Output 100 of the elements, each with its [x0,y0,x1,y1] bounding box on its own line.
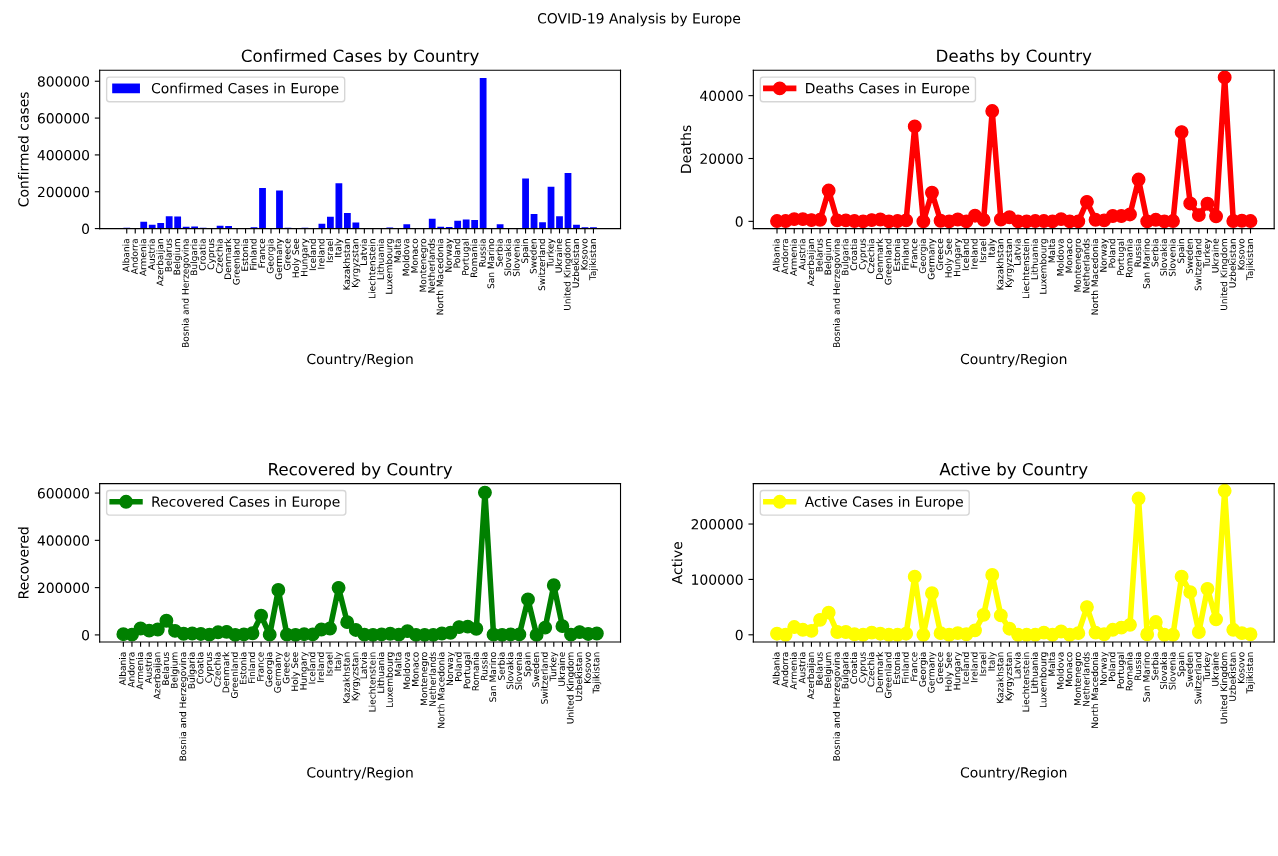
x-tick-label: Sweden [1185,239,1193,274]
x-tick-label: Estonia [241,239,249,271]
x-tick-label: Monaco [411,238,418,273]
x-tick-label: Israel [325,652,333,676]
x-tick-label: Monaco [411,652,419,686]
x-tick-label: Latvia [359,239,367,265]
x-tick-label: Ireland [970,652,978,683]
x-tick-label: North Macedonia [1091,652,1099,728]
x-tick-label: Ukraine [1211,238,1219,273]
x-tick-label: Belarus [815,238,823,272]
x-tick-label: Tajikistan [1246,652,1255,694]
x-tick-label: Romania [1125,239,1133,277]
x-tick-label: Ireland [317,239,325,269]
x-tick-label: Azerbaijan [156,239,166,286]
x-tick-label: Spain [1177,652,1186,677]
x-tick-label: North Macedonia [436,239,444,315]
x-tick-label: Kyrgyzstan [351,239,361,287]
x-tick-label: Kosovo [1237,238,1245,270]
y-tick-label: 0 [82,223,90,235]
x-tick-label: Italy [334,651,343,671]
x-tick-label: Finland [901,239,909,270]
y-axis-title: Recovered [17,527,29,599]
x-tick-label: North Macedonia [437,652,445,728]
x-tick-label: Bosnia and Herzegovina [832,239,842,348]
x-tick-label: Portugal [1116,239,1126,275]
x-tick-label: Moldova [403,652,411,689]
x-tick-label: Slovakia [506,652,514,690]
x-tick-label: Israel [979,652,987,676]
x-tick-label: Sweden [532,652,540,687]
x-tick-label: Spain [1177,239,1186,263]
x-tick-label: Iceland [962,652,970,684]
x-tick-label: Norway [446,651,455,686]
x-tick-label: France [910,238,918,268]
x-tick-label: Luxembourg [1039,652,1049,708]
x-tick-label: Uzbekistan [1228,239,1236,288]
x-tick-label: Romania [471,652,479,691]
x-tick-label: Belgium [173,239,183,275]
x-tick-label: Lithuania [1030,652,1038,693]
x-tick-label: Kyrgyzstan [1005,652,1014,701]
x-tick-label: Portugal [1116,652,1126,689]
x-tick-label: Kosovo [1237,652,1245,683]
x-tick-label: Croatia [196,652,204,684]
y-axis-title: Active [671,542,683,585]
x-tick-label: Georgia [265,652,275,687]
x-tick-label: Austria [798,652,806,684]
y-tick-label: 0 [735,629,743,641]
x-tick-label: Italy [334,238,344,258]
x-tick-label: Kazakhstan [343,239,350,290]
y-tick-label: 20000 [700,153,743,164]
x-tick-label: Greece [936,238,944,270]
x-tick-label: Liechtenstein [1022,239,1030,299]
x-tick-label: Denmark [222,651,230,693]
x-tick-label: Uzbekistan [1228,652,1236,701]
x-tick-label: Israel [979,239,987,263]
x-tick-label: Belgium [170,652,180,688]
x-tick-label: Andorra [130,239,138,275]
x-tick-label: Switzerland [540,652,548,704]
x-tick-label: Belarus [162,652,170,685]
chart-title: Recovered by Country [269,462,453,479]
y-axis-title: Deaths [680,125,692,173]
x-tick-label: Norway [1100,238,1109,272]
x-tick-label: Montenegro [420,652,430,705]
x-tick-label: Kosovo [584,652,591,683]
x-tick-label: Kyrgyzstan [1005,239,1014,287]
x-tick-label: Montenegro [1074,238,1083,292]
x-tick-label: Austria [144,652,152,684]
y-axis-title: Confirmed cases [17,92,29,207]
x-tick-label: Greece [282,652,290,684]
x-tick-label: United Kingdom [1220,239,1230,310]
x-tick-label: Ukraine [1211,652,1219,686]
x-tick-label: Liechtenstein [1022,652,1030,712]
x-tick-label: Monaco [1065,652,1073,686]
x-tick-label: Iceland [962,239,970,271]
x-tick-label: Armenia [136,652,144,690]
x-tick-label: Latvia [360,652,368,679]
legend-label: Active Cases in Europe [804,496,963,510]
x-tick-label: Poland [453,239,461,268]
x-tick-label: Tajikistan [1246,239,1255,281]
x-tick-label: Moldova [1056,652,1064,689]
x-tick-label: Russia [478,239,486,267]
x-tick-label: Cyprus [858,652,868,683]
x-tick-label: Monaco [1065,238,1073,273]
y-tick-label: 600000 [37,113,90,124]
x-tick-label: Slovenia [512,239,520,277]
y-tick-label: 200000 [691,519,743,530]
x-tick-label: Switzerland [1194,652,1202,704]
x-tick-label: Azerbaijan [807,652,816,700]
x-tick-label: Cyprus [207,238,216,270]
x-tick-label: Estonia [893,652,901,685]
x-tick-label: Czechia [215,239,223,274]
x-tick-label: Russia [480,652,488,680]
y-tick-label: 0 [735,216,743,227]
x-tick-label: Liechtenstein [368,239,376,299]
x-tick-label: Montenegro [419,238,429,292]
x-tick-label: France [257,652,264,681]
x-tick-label: San Marino [1142,238,1150,289]
x-tick-label: United Kingdom [566,652,576,724]
x-tick-label: Czechia [867,239,875,274]
x-tick-label: Estonia [239,652,247,685]
x-tick-label: Romania [1125,652,1133,691]
